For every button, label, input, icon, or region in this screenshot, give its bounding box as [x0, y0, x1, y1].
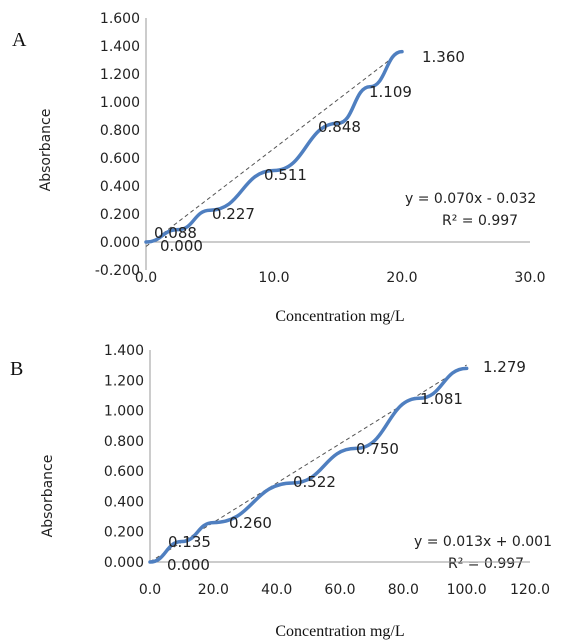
data-label: 0.750	[356, 440, 399, 458]
data-point	[148, 560, 152, 564]
y-tick-label: -0.200	[95, 263, 140, 279]
x-tick-label: 20.0	[386, 270, 417, 286]
data-label: 0.000	[167, 556, 210, 574]
data-point	[211, 521, 215, 525]
data-label: 0.522	[293, 473, 336, 491]
y-tick-label: 0.600	[100, 151, 140, 167]
data-label: 0.511	[264, 166, 307, 184]
r-squared-b: R² = 0.997	[448, 556, 524, 572]
data-point	[368, 85, 372, 89]
trend-equation-b: y = 0.013x + 0.001	[414, 534, 552, 550]
chart-b: B Absorbance Concentration mg/L y = 0.01…	[10, 343, 552, 640]
data-label: 0.848	[318, 118, 361, 136]
y-tick-label: 0.400	[100, 179, 140, 195]
data-label: 0.088	[154, 224, 197, 242]
x-axis-label-a: Concentration mg/L	[275, 308, 404, 325]
y-tick-label: 1.400	[100, 39, 140, 55]
data-point	[417, 396, 421, 400]
data-point	[180, 540, 184, 544]
panel-label-a: A	[12, 29, 27, 51]
y-tick-label: 0.200	[100, 207, 140, 223]
data-label: 1.279	[483, 358, 526, 376]
y-axis-label-b: Absorbance	[40, 455, 56, 538]
y-tick-label: 1.200	[104, 373, 144, 389]
x-tick-label: 120.0	[510, 582, 550, 598]
x-tick-label: 30.0	[514, 270, 545, 286]
x-tick-label: 0.0	[139, 582, 161, 598]
y-tick-label: 0.400	[104, 494, 144, 510]
y-tick-label: 1.200	[100, 67, 140, 83]
data-label: 1.360	[422, 48, 465, 66]
data-label: 0.000	[160, 237, 203, 255]
chart-a: A Absorbance Concentration mg/L y = 0.07…	[12, 11, 546, 325]
y-tick-label: 0.000	[104, 555, 144, 571]
data-point	[354, 446, 358, 450]
data-point	[336, 121, 340, 125]
data-point	[176, 228, 180, 232]
y-tick-label: 0.600	[104, 464, 144, 480]
data-label: 1.081	[420, 390, 463, 408]
x-axis-label-b: Concentration mg/L	[275, 623, 404, 640]
data-point	[291, 481, 294, 485]
data-point	[144, 240, 148, 244]
r-squared-a: R² = 0.997	[442, 213, 518, 229]
data-label: 0.227	[212, 205, 255, 223]
y-tick-label: 1.600	[100, 11, 140, 27]
data-label: 1.109	[369, 83, 412, 101]
x-tick-label: 100.0	[447, 582, 487, 598]
y-axis-label-a: Absorbance	[38, 109, 54, 192]
data-point	[208, 208, 212, 212]
data-point	[272, 168, 276, 172]
y-tick-label: 1.000	[100, 95, 140, 111]
y-tick-label: 0.000	[100, 235, 140, 251]
trendline	[145, 50, 403, 247]
panel-label-b: B	[10, 358, 23, 380]
x-tick-label: 60.0	[324, 582, 355, 598]
x-tick-label: 0.0	[135, 270, 157, 286]
y-tick-label: 1.000	[104, 404, 144, 420]
data-point	[400, 50, 404, 54]
trend-equation-a: y = 0.070x - 0.032	[405, 191, 536, 207]
x-tick-label: 80.0	[388, 582, 419, 598]
y-tick-label: 0.800	[100, 123, 140, 139]
data-label: 0.260	[229, 514, 272, 532]
y-tick-label: 1.400	[104, 343, 144, 359]
data-label: 0.135	[168, 533, 211, 551]
x-tick-label: 10.0	[258, 270, 289, 286]
data-point	[465, 366, 469, 370]
y-tick-label: 0.200	[104, 525, 144, 541]
x-tick-label: 40.0	[261, 582, 292, 598]
y-tick-label: 0.800	[104, 434, 144, 450]
x-tick-label: 20.0	[198, 582, 229, 598]
